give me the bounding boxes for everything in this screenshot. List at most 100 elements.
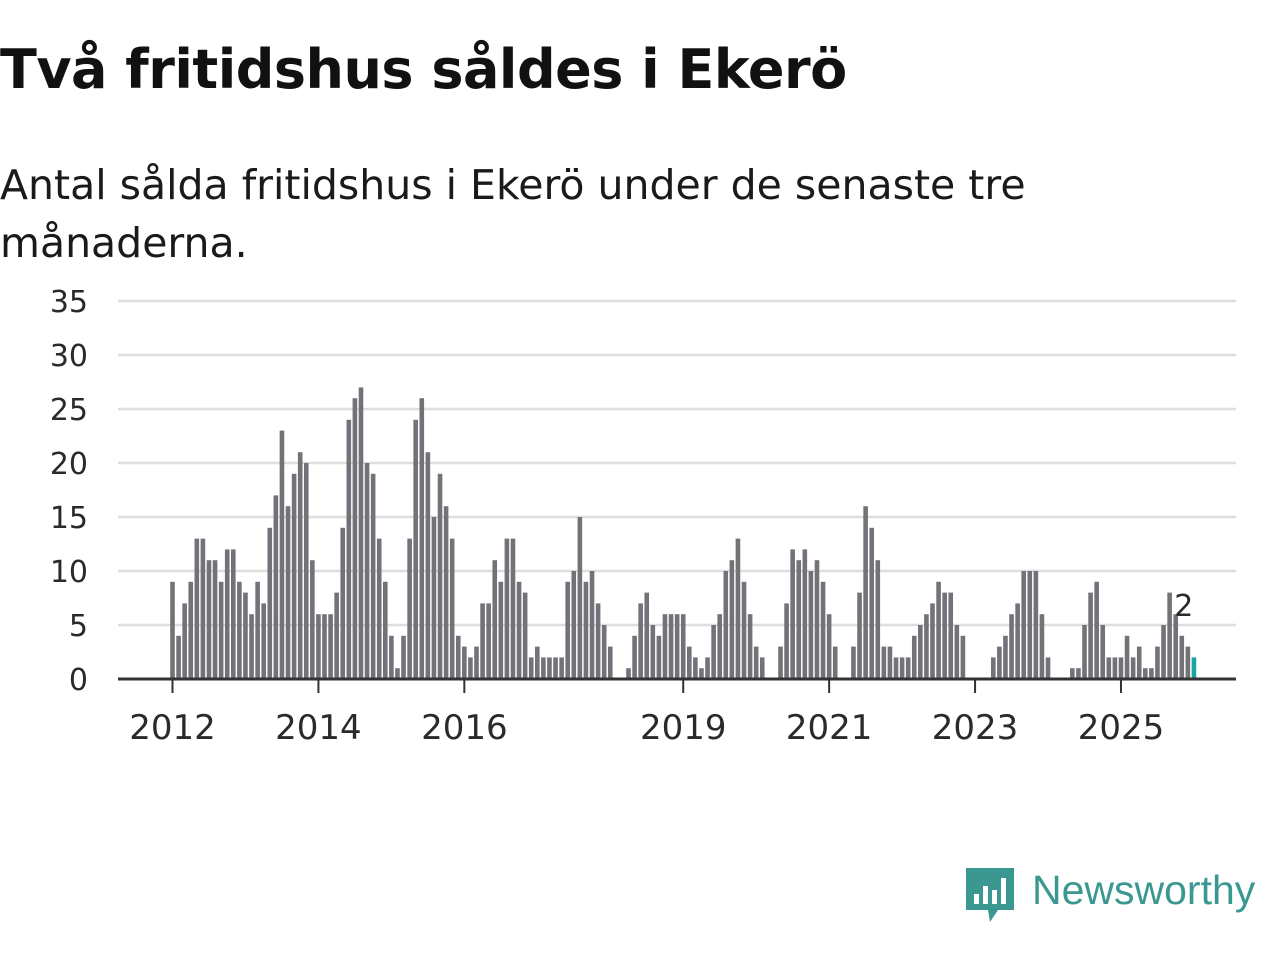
- x-tick-label: 2021: [786, 708, 873, 740]
- bar: [1027, 571, 1033, 679]
- bar: [322, 614, 327, 679]
- y-tick-label: 25: [50, 393, 88, 428]
- bar: [820, 581, 826, 679]
- bar: [1094, 581, 1099, 679]
- x-tick-label: 2016: [421, 708, 508, 740]
- bar: [243, 592, 248, 679]
- bar: [650, 625, 656, 679]
- bar: [522, 592, 528, 679]
- bar: [237, 581, 242, 679]
- bar: [303, 463, 309, 679]
- bar: [936, 581, 941, 679]
- bar: [1009, 614, 1014, 679]
- bar: [261, 603, 266, 679]
- bar: [443, 506, 449, 679]
- bar: [595, 603, 601, 679]
- brand-logo: Newsworthy: [966, 867, 1256, 922]
- bar: [425, 452, 431, 679]
- bar: [717, 614, 722, 679]
- bar: [626, 668, 631, 679]
- bar: [535, 646, 540, 679]
- bar: [486, 603, 491, 679]
- bar: [638, 603, 643, 679]
- bar: [431, 517, 437, 679]
- bar: [790, 549, 795, 679]
- bar: [711, 625, 716, 679]
- chart-title: Två fritidshus såldes i Ekerö: [0, 38, 847, 101]
- bar: [370, 473, 376, 679]
- x-axis: 2012 2014 2016 2019 2021 2023 2025: [129, 679, 1164, 740]
- bar: [194, 538, 200, 679]
- bar: [668, 614, 674, 679]
- bar: [413, 419, 418, 679]
- bar: [401, 635, 406, 679]
- bar: [1003, 635, 1008, 679]
- bar: [911, 635, 917, 679]
- bar: [729, 560, 735, 679]
- bar: [346, 419, 352, 679]
- bar: [784, 603, 789, 679]
- bar: [474, 646, 479, 679]
- bar: [662, 614, 668, 679]
- bar: [583, 581, 589, 679]
- bar: [632, 635, 637, 679]
- bar: [832, 646, 838, 679]
- bar: [437, 473, 443, 679]
- bar: [851, 646, 856, 679]
- bar: [334, 592, 339, 679]
- bar: [279, 430, 285, 679]
- bar: [1173, 614, 1178, 679]
- bar: [1143, 668, 1148, 679]
- bar: [389, 635, 394, 679]
- bar: [1185, 646, 1191, 679]
- bars: [170, 387, 1197, 679]
- bar: [680, 614, 686, 679]
- bar: [893, 657, 899, 679]
- bar: [796, 560, 802, 679]
- y-tick-label: 20: [50, 447, 88, 482]
- bar: [419, 398, 425, 679]
- x-tick-label: 2014: [275, 708, 362, 740]
- bar: [571, 571, 577, 679]
- bar: [553, 657, 558, 679]
- bar: [607, 646, 613, 679]
- bar: [267, 527, 273, 679]
- bar: [285, 506, 291, 679]
- bar: [1118, 657, 1124, 679]
- newsworthy-logo-icon: [966, 868, 1014, 922]
- bar: [310, 560, 315, 679]
- bar: [948, 592, 954, 679]
- bar: [687, 646, 692, 679]
- bar: [753, 646, 759, 679]
- bar: [857, 592, 862, 679]
- x-tick-label: 2019: [640, 708, 727, 740]
- bar: [492, 560, 498, 679]
- bar: [814, 560, 820, 679]
- bar: [504, 538, 510, 679]
- bar: [565, 581, 570, 679]
- bar: [1112, 657, 1118, 679]
- bar: [930, 603, 935, 679]
- bar: [1045, 657, 1051, 679]
- bar: [1130, 657, 1136, 679]
- bar: [1106, 657, 1112, 679]
- y-tick-label: 0: [69, 663, 88, 698]
- y-tick-label: 5: [69, 609, 88, 644]
- bar: [693, 657, 698, 679]
- bar: [1124, 635, 1130, 679]
- bar: [577, 517, 583, 679]
- bar: [510, 538, 516, 679]
- bar: [455, 635, 461, 679]
- bar: [918, 625, 923, 679]
- bar: [395, 668, 400, 679]
- bar: [218, 581, 224, 679]
- x-tick-label: 2025: [1078, 708, 1165, 740]
- bar: [358, 387, 364, 679]
- x-tick-label: 2012: [129, 708, 216, 740]
- bar: [468, 657, 473, 679]
- bar: [735, 538, 741, 679]
- bar: [1161, 625, 1166, 679]
- bar: [778, 646, 783, 679]
- bar: [516, 581, 522, 679]
